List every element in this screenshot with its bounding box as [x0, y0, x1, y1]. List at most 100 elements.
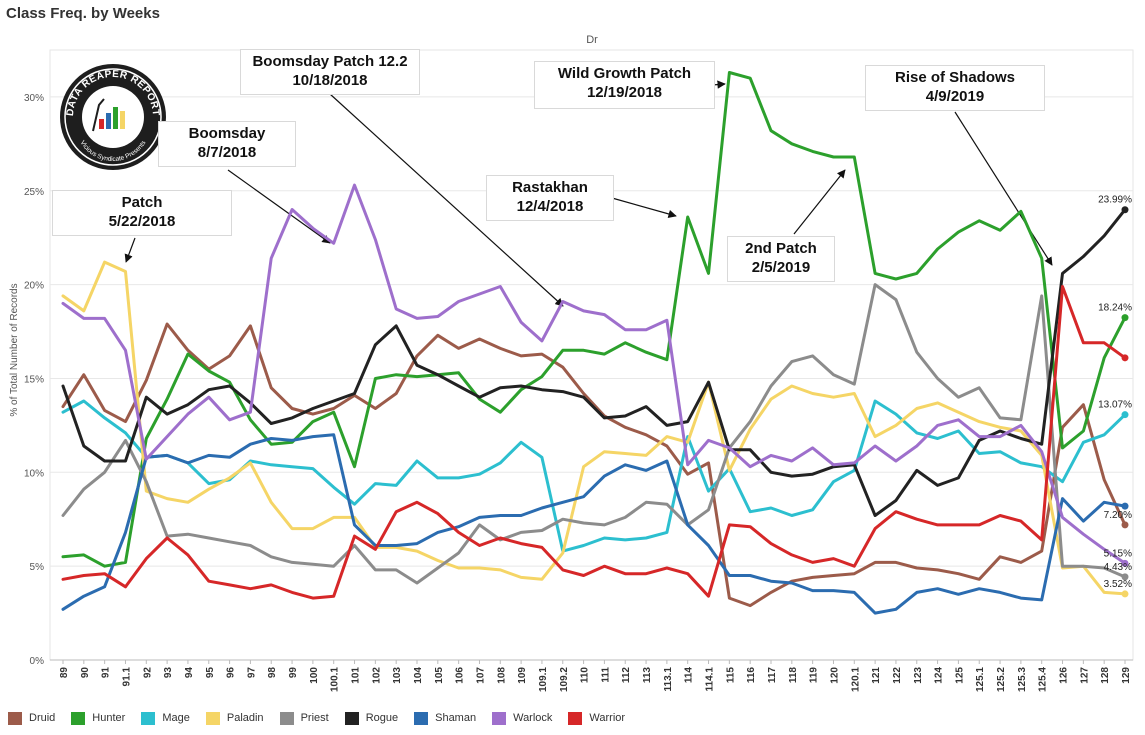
series-end-point-rogue — [1121, 206, 1129, 214]
annotation-patch: Patch 5/22/2018 — [52, 190, 232, 236]
annotation-arrow — [611, 197, 677, 218]
legend-label: Rogue — [365, 712, 399, 724]
y-tick-label: 15% — [24, 374, 44, 385]
legend-item-druid[interactable]: Druid — [8, 711, 56, 725]
annotation-wild-growth: Wild Growth Patch 12/19/2018 — [534, 61, 715, 109]
x-tick-label: 91.1 — [121, 667, 132, 687]
x-tick-label: 90 — [80, 667, 91, 679]
annotation-boomsday-line1: Boomsday — [188, 125, 266, 142]
x-tick-label: 113.1 — [663, 667, 674, 692]
x-tick-label: 125 — [954, 667, 965, 684]
series-line-priest[interactable] — [61, 283, 1127, 585]
series-line-hunter[interactable] — [61, 71, 1127, 568]
series-line-warrior[interactable] — [61, 285, 1127, 600]
x-tick-label: 110 — [580, 667, 591, 684]
x-tick-label: 107 — [475, 667, 486, 684]
series-line-rogue[interactable] — [61, 208, 1127, 517]
annotation-rise-of-shadows-line1: Rise of Shadows — [894, 69, 1016, 86]
series-line-paladin[interactable] — [61, 260, 1127, 596]
series-end-point-warrior — [1121, 354, 1129, 362]
annotation-boomsday-patch-line1: Boomsday Patch 12.2 — [252, 53, 408, 70]
series-line-druid[interactable] — [61, 322, 1127, 608]
x-tick-label: 91 — [101, 667, 112, 679]
x-tick-label: 94 — [184, 667, 195, 679]
legend-label: Shaman — [435, 712, 477, 724]
annotation-boomsday-line2: 8/7/2018 — [197, 144, 257, 161]
y-axis-label: % of Total Number of Records — [9, 283, 20, 416]
end-value-label: 23.99% — [1098, 195, 1132, 206]
x-tick-label: 109.2 — [559, 667, 570, 692]
series-line-warlock[interactable] — [61, 183, 1127, 565]
annotation-rastakhan-line2: 12/4/2018 — [516, 198, 584, 215]
legend-item-shaman[interactable]: Shaman — [414, 711, 477, 725]
annotation-arrow — [954, 111, 1053, 266]
legend-item-paladin[interactable]: Paladin — [205, 711, 264, 725]
x-tick-label: 106 — [455, 667, 466, 684]
x-tick-label: 127 — [1079, 667, 1090, 684]
chart-subtitle: Dr — [586, 34, 598, 46]
series-line-mage[interactable] — [61, 399, 1127, 553]
x-tick-label: 125.4 — [1038, 667, 1049, 692]
legend-label: Priest — [300, 712, 329, 724]
annotation-rise-of-shadows-line2: 4/9/2019 — [925, 88, 985, 105]
legend-label: Warlock — [513, 712, 553, 724]
x-tick-label: 120.1 — [850, 667, 861, 692]
x-tick-label: 111 — [600, 667, 611, 683]
x-tick-label: 117 — [767, 667, 778, 684]
x-tick-label: 116 — [746, 667, 757, 684]
x-tick-label: 109 — [517, 667, 528, 684]
legend-item-warrior[interactable]: Warrior — [568, 711, 625, 725]
legend-item-warlock[interactable]: Warlock — [492, 711, 553, 725]
x-tick-label: 125.3 — [1017, 667, 1028, 692]
legend-swatch — [8, 711, 22, 725]
x-tick-label: 103 — [392, 667, 403, 684]
x-tick-label: 105 — [434, 667, 445, 684]
end-value-label: 3.52% — [1104, 579, 1132, 590]
series-end-point-hunter — [1121, 314, 1129, 322]
legend-swatch — [141, 711, 156, 725]
x-tick-label: 112 — [621, 667, 632, 684]
series-end-point-warlock — [1121, 559, 1129, 567]
annotation-second-patch-line2: 2/5/2019 — [751, 259, 811, 276]
annotation-second-patch-line1: 2nd Patch — [745, 240, 817, 257]
series-end-point-paladin — [1121, 590, 1129, 598]
legend-label: Paladin — [226, 712, 264, 724]
series-end-point-shaman — [1121, 502, 1129, 510]
x-tick-label: 109.1 — [538, 667, 549, 692]
annotation-rise-of-shadows: Rise of Shadows 4/9/2019 — [865, 65, 1045, 111]
x-tick-label: 122 — [892, 667, 903, 684]
annotation-rastakhan: Rastakhan 12/4/2018 — [486, 175, 614, 221]
legend-swatch — [344, 711, 359, 725]
end-value-label: 5.15% — [1104, 548, 1132, 559]
x-tick-label: 126 — [1059, 667, 1070, 684]
legend-swatch — [492, 711, 507, 725]
annotation-boomsday-patch: Boomsday Patch 12.2 10/18/2018 — [240, 49, 420, 95]
x-tick-label: 113 — [642, 667, 653, 684]
x-tick-label: 89 — [59, 667, 70, 679]
legend-item-hunter[interactable]: Hunter — [71, 711, 126, 725]
annotation-arrow — [124, 237, 136, 263]
legend-item-priest[interactable]: Priest — [279, 711, 329, 725]
data-reaper-logo: DATA REAPER REPORT Vicious Syndicate Pre… — [60, 64, 166, 170]
x-tick-label: 104 — [413, 667, 424, 684]
x-tick-label: 101 — [351, 667, 362, 684]
annotation-arrow — [227, 169, 331, 244]
legend-item-rogue[interactable]: Rogue — [344, 711, 399, 725]
end-value-label: 13.07% — [1098, 400, 1132, 411]
end-value-label: 18.24% — [1098, 303, 1132, 314]
x-tick-label: 95 — [205, 667, 216, 679]
x-tick-label: 119 — [809, 667, 820, 684]
x-tick-label: 96 — [226, 667, 237, 679]
x-tick-label: 120 — [829, 667, 840, 684]
x-tick-label: 100 — [309, 667, 320, 684]
x-tick-label: 123 — [913, 667, 924, 684]
end-value-label: 7.20% — [1104, 510, 1132, 521]
legend-label: Druid — [29, 712, 56, 724]
legend-swatch — [414, 711, 429, 725]
series-line-shaman[interactable] — [61, 433, 1127, 615]
annotation-patch-line2: 5/22/2018 — [108, 213, 176, 230]
legend-label: Hunter — [92, 712, 126, 724]
x-tick-label: 108 — [496, 667, 507, 684]
x-tick-label: 98 — [267, 667, 278, 679]
legend-item-mage[interactable]: Mage — [141, 711, 190, 725]
